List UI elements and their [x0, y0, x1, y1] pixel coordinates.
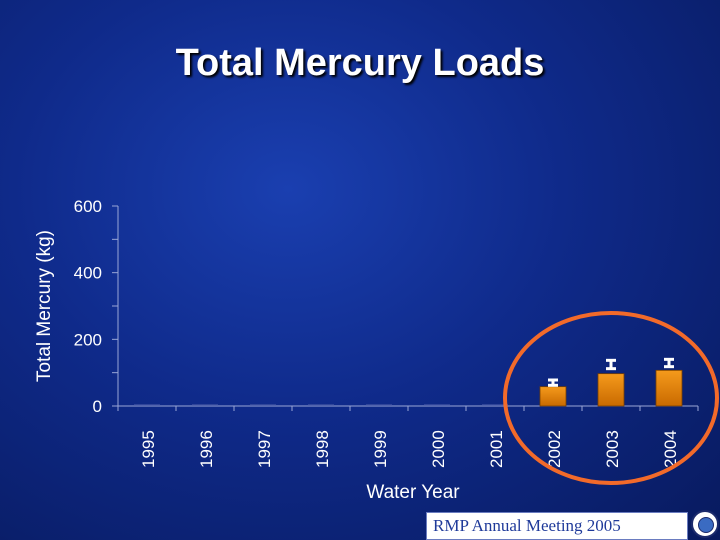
x-tick-label: 2003 — [603, 430, 622, 468]
y-tick-label: 200 — [74, 330, 102, 349]
y-axis-title: Total Mercury (kg) — [34, 230, 55, 382]
x-tick-label: 1996 — [197, 430, 216, 468]
x-tick-label: 1995 — [139, 430, 158, 468]
x-tick-label: 2004 — [661, 430, 680, 468]
x-tick-label: 2002 — [545, 430, 564, 468]
y-tick-label: 0 — [93, 397, 102, 416]
bar — [655, 369, 683, 407]
x-tick-label: 2001 — [487, 430, 506, 468]
y-tick-label: 400 — [74, 264, 102, 283]
x-tick-label: 1999 — [371, 430, 390, 468]
page-title: Total Mercury Loads — [175, 42, 545, 84]
logo-icon — [691, 510, 719, 538]
footer-label: RMP Annual Meeting 2005 — [426, 512, 688, 540]
x-tick-label: 1997 — [255, 430, 274, 468]
highlight-circle — [503, 311, 719, 485]
bar — [539, 386, 567, 407]
logo-inner-icon — [698, 517, 714, 533]
x-tick-label: 2000 — [429, 430, 448, 468]
x-axis-title: Water Year — [366, 482, 460, 503]
bar — [597, 373, 625, 407]
x-tick-label: 1998 — [313, 430, 332, 468]
y-tick-label: 600 — [74, 197, 102, 216]
